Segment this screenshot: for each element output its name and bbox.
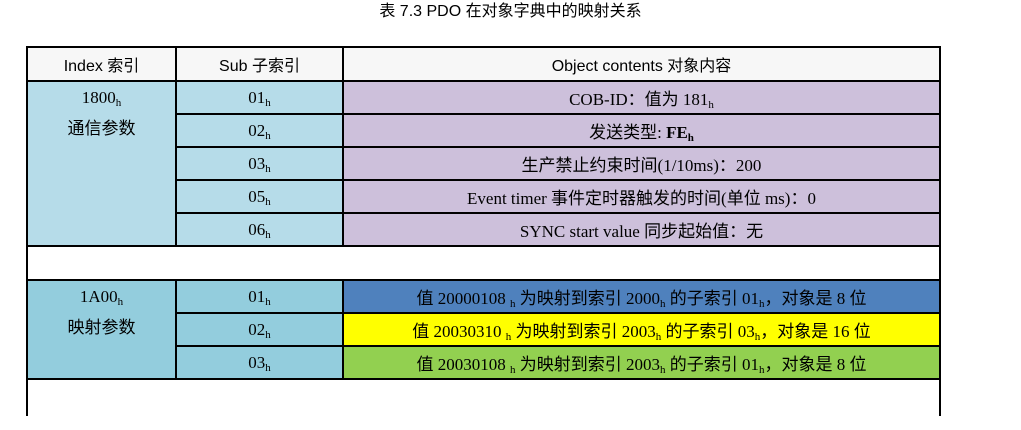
spacer-cell bbox=[26, 245, 941, 281]
index-name: 映射参数 bbox=[67, 318, 136, 337]
text-segment: 生产禁止约束时间(1/10ms)：200 bbox=[521, 156, 762, 175]
table-row: 03h 值 20030108 h 为映射到索引 2003h 的子索引 01h，对象… bbox=[27, 345, 941, 380]
subscript: h bbox=[115, 97, 122, 109]
contents-cell: Event timer 事件定时器触发的时间(单位 ms)：0 bbox=[342, 179, 941, 214]
text-segment: 03 bbox=[248, 153, 266, 173]
index-cell: 1800h 通信参数 bbox=[26, 80, 177, 247]
subscript: h bbox=[708, 99, 714, 111]
text-segment: 值 20000108 bbox=[416, 289, 510, 308]
text-segment: 01 bbox=[248, 286, 266, 306]
index-value: 1800h bbox=[28, 82, 175, 113]
text-segment: 值 20030310 bbox=[412, 322, 506, 341]
text-segment: 1A00 bbox=[79, 287, 118, 306]
table-row: 1A00h 映射参数 01h 值 20000108 h 为映射到索引 2000h 的子… bbox=[26, 279, 941, 380]
subindex-cell: 05h bbox=[175, 179, 344, 214]
table-row: 06h SYNC start value 同步起始值：无 bbox=[27, 212, 941, 247]
subscript: h bbox=[265, 195, 271, 208]
text-segment: ，对象是 8 位 bbox=[764, 355, 867, 374]
subscript: h bbox=[759, 364, 765, 376]
table-row: 05h Event timer 事件定时器触发的时间(单位 ms)：0 bbox=[27, 179, 941, 214]
subscript: h bbox=[265, 295, 271, 308]
text-segment: 02 bbox=[248, 319, 266, 339]
subscript: h bbox=[510, 298, 516, 310]
text-segment: COB-ID：值为 181 bbox=[569, 90, 709, 109]
table-row: 1800h 通信参数 01h COB-ID：值为 181h bbox=[26, 80, 941, 247]
text-segment: 的子索引 03 bbox=[661, 322, 755, 341]
subindex-cell: 01h bbox=[175, 279, 344, 314]
subindex-cell: 06h bbox=[175, 212, 344, 247]
text-segment: 03 bbox=[248, 352, 266, 372]
header-sub: Sub 子索引 bbox=[175, 46, 344, 82]
contents-cell: 发送类型: FEh bbox=[342, 113, 941, 148]
contents-cell: SYNC start value 同步起始值：无 bbox=[342, 212, 941, 247]
continued-row bbox=[26, 378, 941, 416]
subscript: h bbox=[759, 298, 765, 310]
text-segment: Event timer 事件定时器触发的时间(单位 ms)：0 bbox=[467, 189, 816, 208]
subscript: h bbox=[265, 162, 271, 175]
subscript: h bbox=[265, 328, 271, 341]
pdo-mapping-table: Index 索引 Sub 子索引 Object contents 对象内容 18… bbox=[26, 46, 941, 416]
subscript: h bbox=[265, 361, 271, 374]
text-segment: 值 20030108 bbox=[416, 355, 510, 374]
table-row: 02h 发送类型: FEh bbox=[27, 113, 941, 148]
table-row: 03h 生产禁止约束时间(1/10ms)：200 bbox=[27, 146, 941, 181]
contents-cell: 生产禁止约束时间(1/10ms)：200 bbox=[342, 146, 941, 181]
index-value: 1A00h bbox=[28, 281, 175, 312]
text-segment: 02 bbox=[248, 120, 266, 140]
index-name: 通信参数 bbox=[67, 119, 136, 138]
contents-cell: 值 20000108 h 为映射到索引 2000h 的子索引 01h，对象是 8… bbox=[342, 279, 941, 314]
contents-cell: 值 20030108 h 为映射到索引 2003h 的子索引 01h，对象是 8… bbox=[342, 345, 941, 380]
text-segment: 的子索引 01 bbox=[665, 289, 759, 308]
text-segment: 为映射到索引 2003 bbox=[515, 355, 660, 374]
text-segment: 为映射到索引 2003 bbox=[511, 322, 656, 341]
subscript: h bbox=[655, 331, 662, 343]
subscript: h bbox=[505, 331, 512, 343]
text-segment: 01 bbox=[248, 87, 266, 107]
text-segment: 1800 bbox=[81, 88, 116, 107]
text-segment: SYNC start value 同步起始值：无 bbox=[519, 222, 764, 241]
subscript: h bbox=[265, 129, 271, 142]
text-segment: ，对象是 8 位 bbox=[764, 289, 867, 308]
subindex-cell: 03h bbox=[175, 146, 344, 181]
subindex-cell: 02h bbox=[175, 312, 344, 347]
table-caption: 表 7.3 PDO 在对象字典中的映射关系 bbox=[379, 3, 642, 20]
text-segment: FE bbox=[666, 123, 688, 142]
text-segment: 06 bbox=[248, 219, 266, 239]
header-row: Index 索引 Sub 子索引 Object contents 对象内容 bbox=[26, 46, 941, 82]
contents-cell: COB-ID：值为 181h bbox=[342, 80, 941, 115]
text-segment: 为映射到索引 2000 bbox=[515, 289, 660, 308]
subscript: h bbox=[660, 298, 666, 310]
subscript: h bbox=[265, 96, 271, 109]
subscript: h bbox=[754, 331, 761, 343]
header-contents: Object contents 对象内容 bbox=[342, 46, 941, 82]
continued-cell bbox=[26, 378, 941, 416]
text-segment: ，对象是 16 位 bbox=[760, 322, 871, 341]
contents-cell: 值 20030310 h 为映射到索引 2003h 的子索引 03h，对象是 1… bbox=[342, 312, 941, 347]
subindex-cell: 02h bbox=[175, 113, 344, 148]
subscript: h bbox=[117, 296, 124, 308]
table-row: 02h 值 20030310 h 为映射到索引 2003h 的子索引 03h，对象… bbox=[27, 312, 941, 347]
text-segment: 发送类型: bbox=[589, 123, 667, 142]
subscript: h bbox=[510, 364, 516, 376]
spacer-row bbox=[26, 245, 941, 281]
index-cell: 1A00h 映射参数 bbox=[26, 279, 177, 380]
header-index: Index 索引 bbox=[26, 46, 177, 82]
subscript: h bbox=[687, 132, 694, 144]
text-segment: 的子索引 01 bbox=[665, 355, 759, 374]
subscript: h bbox=[265, 228, 271, 241]
subindex-cell: 03h bbox=[175, 345, 344, 380]
subscript: h bbox=[660, 364, 666, 376]
subindex-cell: 01h bbox=[175, 80, 344, 115]
text-segment: 05 bbox=[248, 186, 266, 206]
